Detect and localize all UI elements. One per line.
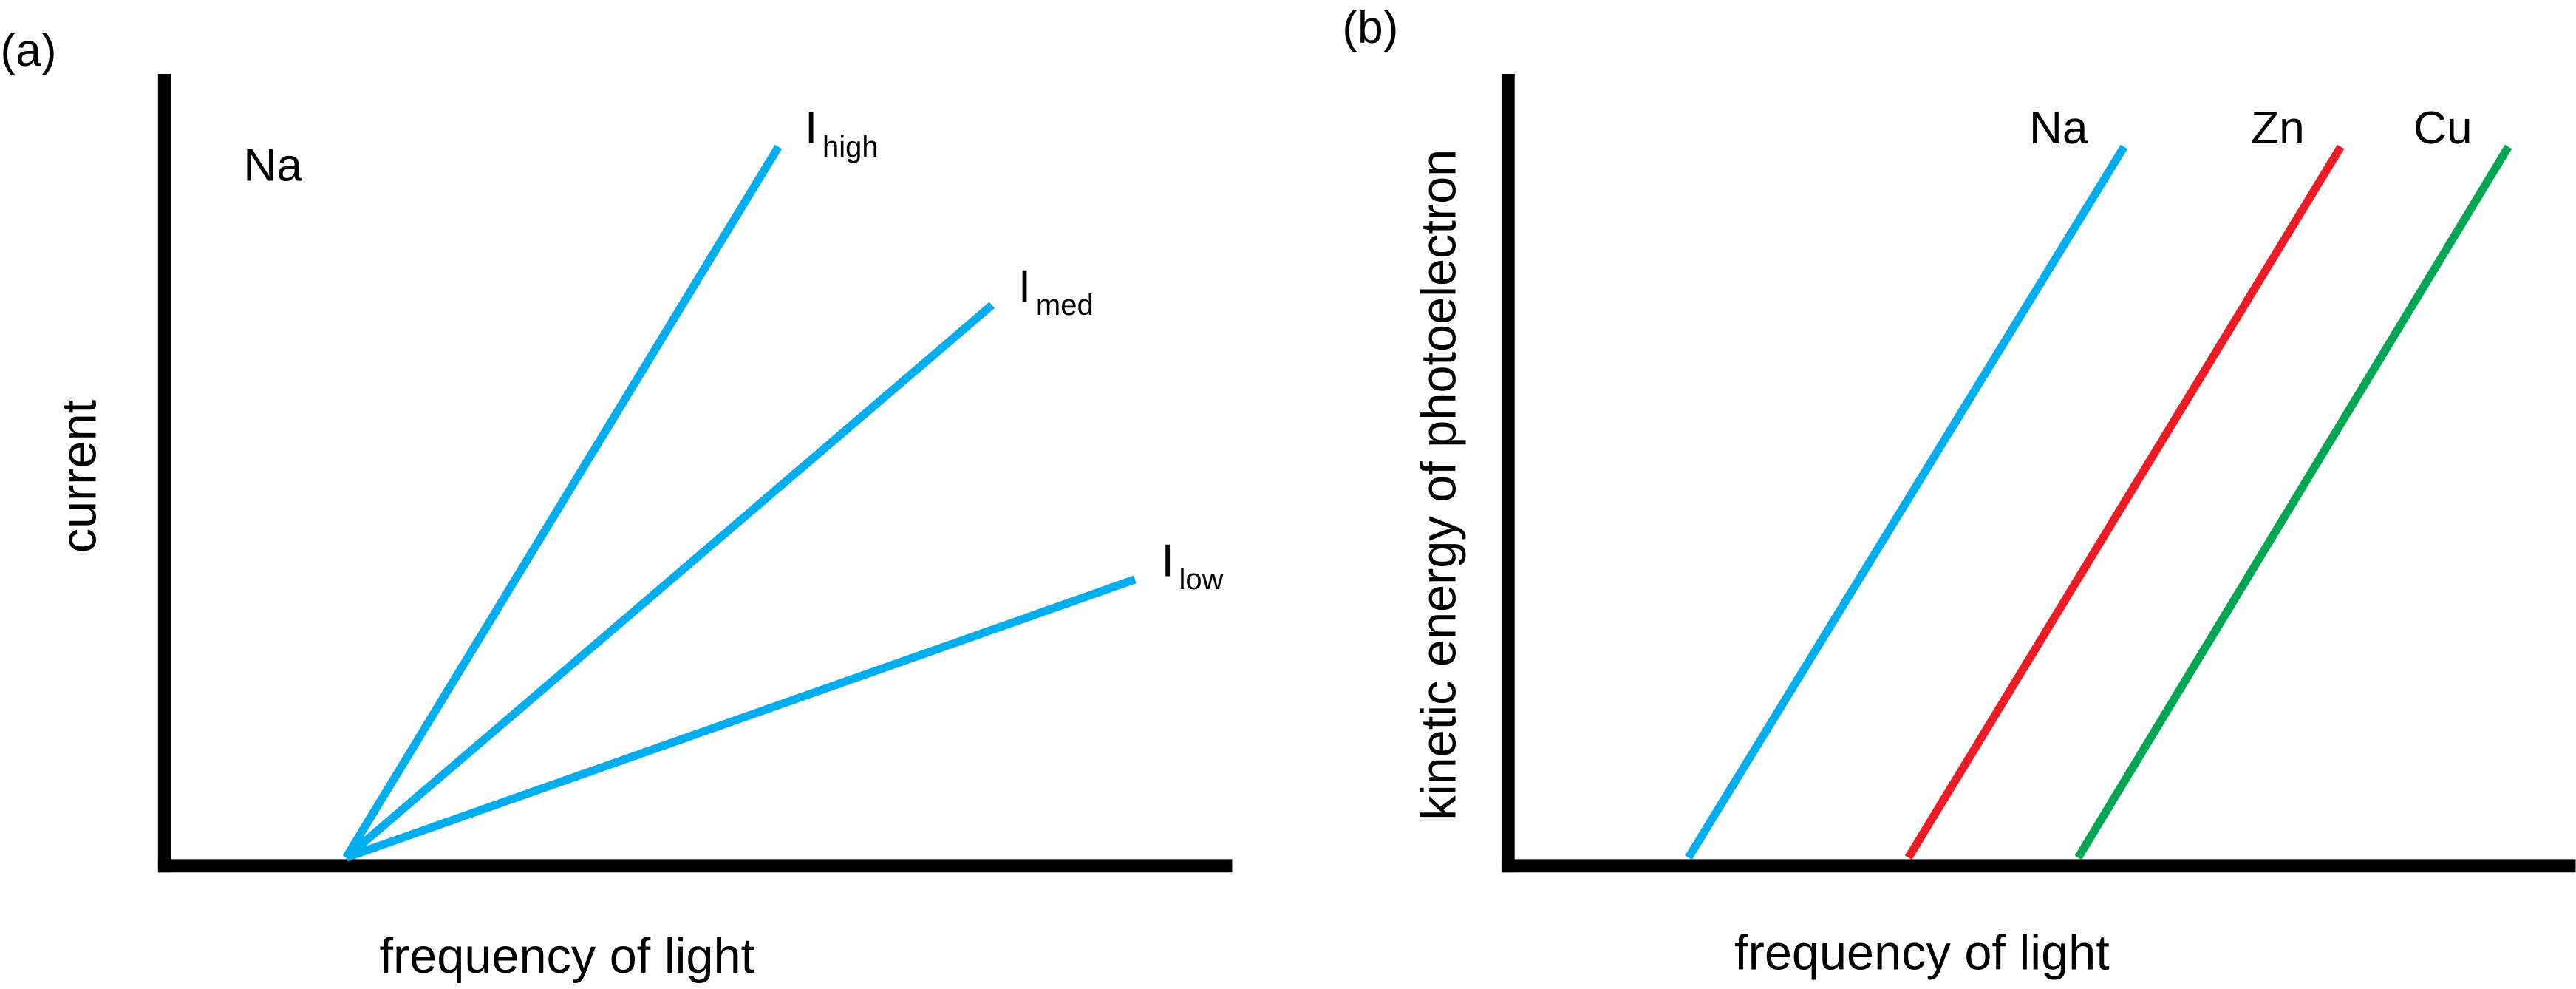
panel-b-label: (b) <box>1342 2 1398 53</box>
series-label-main: I <box>805 103 817 154</box>
panel-b-y-axis-label: kinetic energy of photoelectron <box>1412 149 1467 820</box>
panel-a-line-i-low <box>344 575 1137 862</box>
series-label-subscript: med <box>1036 289 1094 322</box>
series-label-subscript: low <box>1179 563 1223 596</box>
panel-a-y-axis-label: current <box>52 399 106 553</box>
panel-a-line-i-high <box>342 144 783 860</box>
panel-b-series-label-zn: Zn <box>2251 103 2305 154</box>
panel-b-line-cu <box>2074 144 2512 860</box>
panel-a-label: (a) <box>0 25 56 76</box>
panel-a-x-axis-label: frequency of light <box>379 929 754 984</box>
panel-b-series-label-cu: Cu <box>2413 103 2473 154</box>
panel-b-series: Na Zn Cu <box>1685 103 2512 860</box>
panel-b-line-zn <box>1904 144 2345 860</box>
panel-a-line-i-med <box>343 302 995 861</box>
panel-a-na-annotation: Na <box>243 140 302 191</box>
panel-b-x-axis-label: frequency of light <box>1734 925 2110 980</box>
panel-b-ke-vs-frequency: (b) kinetic energy of photoelectron freq… <box>1342 2 2576 980</box>
series-label-subscript: high <box>822 131 879 163</box>
panel-b-line-na <box>1685 144 2128 860</box>
panel-b-series-label-na: Na <box>2029 103 2088 154</box>
series-label-main: I <box>1018 261 1031 312</box>
series-label-main: I <box>1162 535 1174 586</box>
